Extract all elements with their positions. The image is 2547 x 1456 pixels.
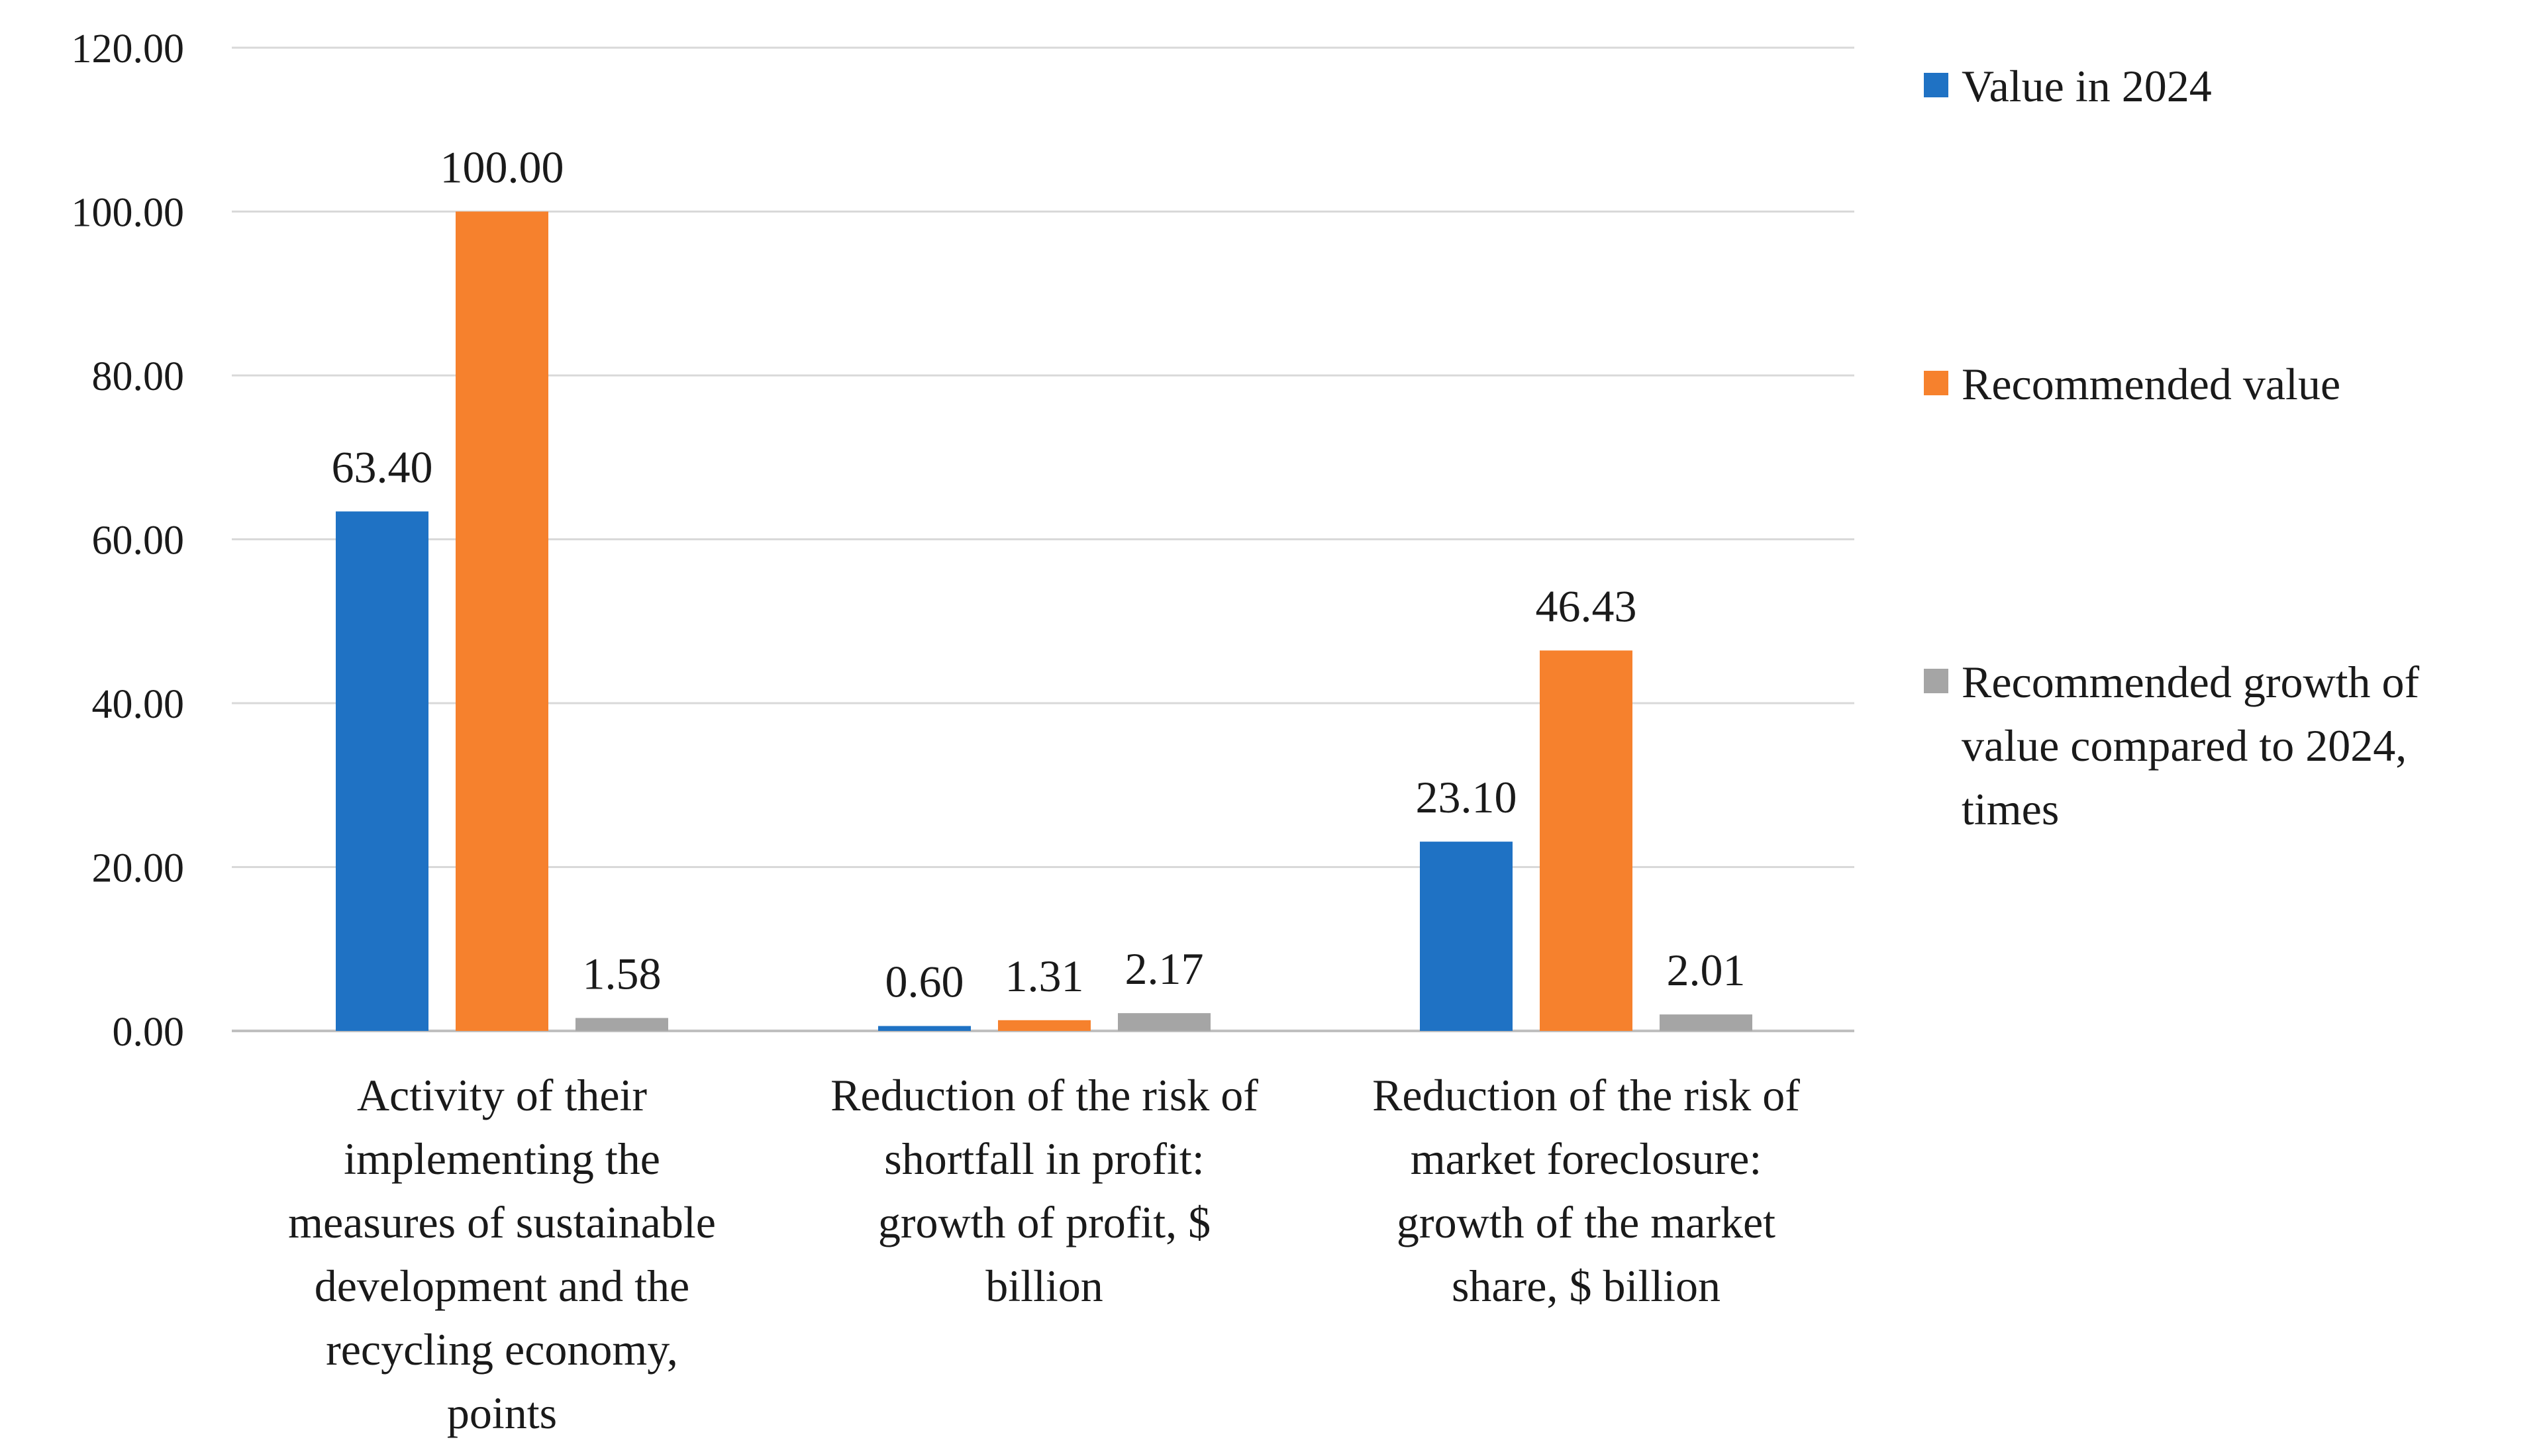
legend-swatch <box>1924 371 1948 395</box>
y-tick-label: 100.00 <box>72 191 185 236</box>
category-label: market foreclosure: <box>1411 1134 1762 1184</box>
data-label: 23.10 <box>1416 772 1517 822</box>
bars <box>336 211 1752 1031</box>
data-labels: 63.40 0.60 23.10 100.00 1.31 46.43 1.58 2.17 2.0… <box>332 142 1746 1007</box>
legend-label: times <box>1962 784 2059 834</box>
bar <box>998 1020 1091 1031</box>
y-axis: 0.00 20.00 40.00 60.00 80.00 100.00 120.00 <box>72 26 185 1055</box>
bar <box>1118 1013 1211 1031</box>
legend-label: Recommended growth of <box>1962 657 2420 707</box>
data-label: 46.43 <box>1536 581 1637 631</box>
legend-swatch <box>1924 73 1948 97</box>
y-tick-label: 120.00 <box>72 26 185 72</box>
y-tick-label: 40.00 <box>92 682 185 727</box>
category-label: Activity of their <box>357 1070 647 1120</box>
category-label: billion <box>985 1261 1103 1311</box>
legend-label: value compared to 2024, <box>1962 720 2407 771</box>
category-label: points <box>447 1388 557 1438</box>
x-axis: Activity of their implementing the measure… <box>288 1070 1800 1438</box>
category-label: Reduction of the risk of <box>830 1070 1258 1120</box>
category-label: development and the <box>315 1261 689 1311</box>
bar <box>1540 650 1632 1031</box>
category-label: Reduction of the risk of <box>1372 1070 1800 1120</box>
bar <box>1660 1014 1752 1031</box>
data-label: 2.01 <box>1667 945 1746 995</box>
y-tick-label: 80.00 <box>92 354 185 399</box>
y-tick-label: 60.00 <box>92 518 185 563</box>
legend-label: Recommended value <box>1962 359 2340 409</box>
category-label: implementing the <box>344 1134 660 1184</box>
legend: Value in 2024 Recommended value Recommende… <box>1924 61 2420 834</box>
legend-label: Value in 2024 <box>1962 61 2212 111</box>
data-label: 100.00 <box>440 142 564 193</box>
bar <box>336 511 428 1031</box>
data-label: 1.31 <box>1005 951 1084 1001</box>
bar <box>456 211 548 1031</box>
bar <box>1420 842 1513 1031</box>
category-label: growth of the market <box>1397 1197 1775 1247</box>
legend-swatch <box>1924 669 1948 693</box>
y-tick-label: 0.00 <box>113 1010 185 1055</box>
category-label: recycling economy, <box>326 1324 678 1375</box>
category-label: measures of sustainable <box>288 1197 716 1247</box>
y-tick-label: 20.00 <box>92 846 185 891</box>
category-label: growth of profit, $ <box>878 1197 1211 1247</box>
data-label: 0.60 <box>885 957 964 1007</box>
category-label: share, $ billion <box>1452 1261 1721 1311</box>
data-label: 63.40 <box>332 442 433 492</box>
bar <box>575 1018 668 1031</box>
data-label: 1.58 <box>583 948 662 998</box>
bar <box>878 1026 971 1031</box>
category-label: shortfall in profit: <box>884 1134 1204 1184</box>
data-label: 2.17 <box>1125 944 1204 994</box>
